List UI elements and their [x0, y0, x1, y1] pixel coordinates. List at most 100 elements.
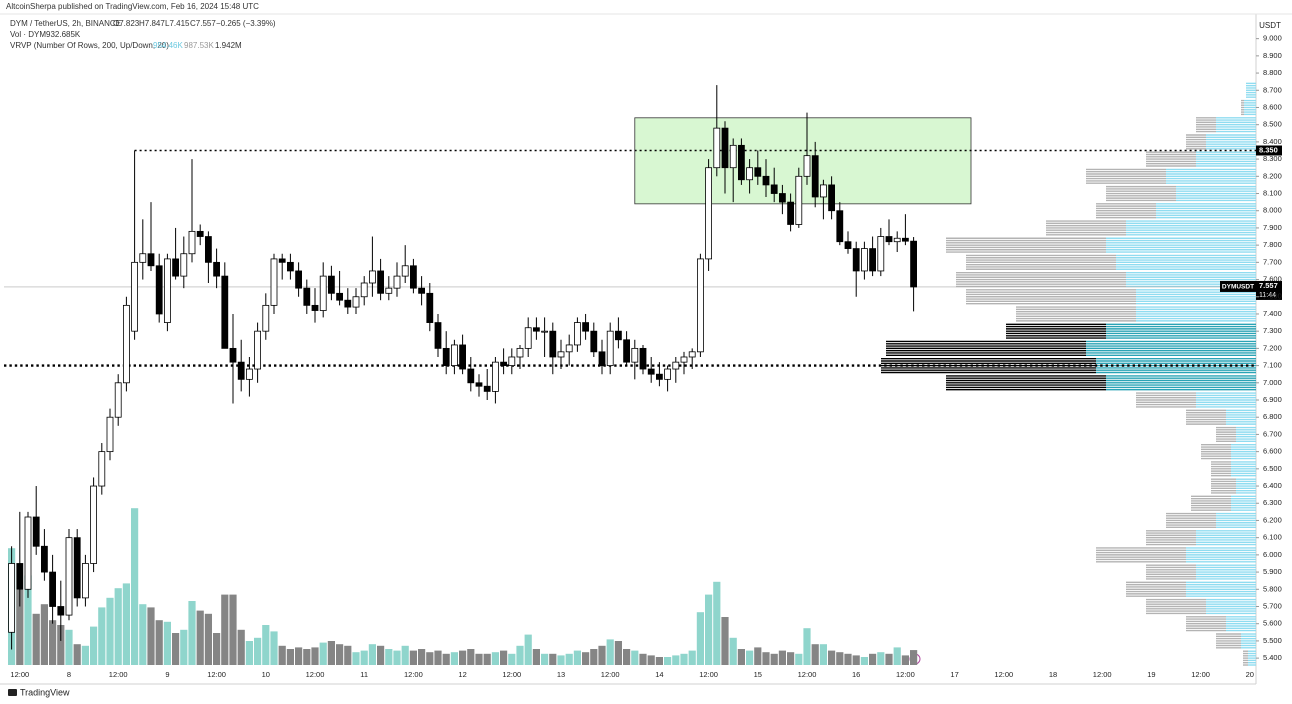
- volume-bar: [106, 597, 114, 665]
- volume-bar: [778, 650, 786, 665]
- y-tick-label: 6.700: [1263, 429, 1282, 438]
- y-tick-label: 8.100: [1263, 189, 1282, 198]
- x-tick-label: 12:00: [1093, 670, 1112, 679]
- volume-bar: [434, 650, 442, 665]
- candle-body: [270, 258, 278, 306]
- candle-body: [828, 184, 835, 212]
- candle-body: [852, 248, 860, 272]
- volume-bar: [122, 583, 130, 665]
- y-tick-label: 6.500: [1263, 464, 1282, 473]
- candle-body: [590, 330, 598, 353]
- x-tick-label: 12:00: [1191, 670, 1210, 679]
- volume-bar: [901, 655, 909, 665]
- candle-body: [738, 144, 745, 181]
- volume-bar: [213, 633, 221, 665]
- volume-bar: [327, 641, 335, 665]
- x-tick-label: 12:00: [502, 670, 521, 679]
- volume-bar: [442, 653, 450, 665]
- candle-body: [836, 210, 844, 243]
- y-tick-label: 5.500: [1263, 636, 1282, 645]
- volume-bar: [204, 613, 212, 665]
- legend-low: L7.415: [165, 19, 190, 28]
- volume-bar: [869, 653, 877, 665]
- logo-icon: [8, 689, 17, 696]
- volume-bar: [73, 644, 81, 665]
- candle-body: [254, 330, 262, 370]
- volume-bar: [229, 594, 237, 665]
- volume-bar: [844, 653, 852, 665]
- candle-body: [688, 351, 696, 358]
- volume-bar: [426, 652, 434, 665]
- volume-bar: [573, 650, 581, 665]
- x-tick-label: 18: [1049, 670, 1057, 679]
- x-tick-label: 10: [262, 670, 270, 679]
- candle-body: [697, 258, 704, 353]
- volume-bar: [549, 653, 557, 665]
- candle-body: [434, 322, 442, 349]
- volume-legend-value: 932.685K: [46, 30, 81, 39]
- volume-bar: [377, 645, 385, 665]
- candle-body: [475, 382, 483, 387]
- candle-body: [877, 236, 885, 272]
- volume-bar: [688, 650, 696, 665]
- x-tick-label: 12:00: [798, 670, 817, 679]
- legend-symbol: DYM / TetherUS, 2h, BINANCE: [10, 19, 121, 28]
- volume-bar: [598, 645, 606, 665]
- candle-body: [213, 261, 221, 277]
- candle-body: [549, 330, 557, 358]
- volume-bar: [32, 613, 40, 665]
- volume-bar: [680, 653, 688, 665]
- level-tag: [1256, 145, 1282, 156]
- candle-body: [582, 322, 589, 332]
- candle-body: [368, 270, 376, 284]
- candle-body: [262, 304, 270, 332]
- candle-body: [65, 537, 73, 616]
- candle-body: [188, 230, 196, 255]
- legend: DYM / TetherUS, 2h, BINANCE O7.823 H7.84…: [10, 19, 276, 50]
- candle-body: [721, 127, 729, 169]
- candle-body: [500, 361, 508, 366]
- candle-body: [598, 351, 606, 366]
- volume-bar: [57, 625, 65, 665]
- y-tick-label: 7.200: [1263, 343, 1282, 352]
- candle-body: [155, 265, 163, 315]
- volume-bar: [746, 650, 754, 665]
- volume-bar: [541, 653, 549, 665]
- candle-body: [163, 258, 171, 323]
- candle-body: [32, 516, 40, 547]
- volume-bar: [557, 655, 565, 665]
- volume-legend: Vol · DYM: [10, 30, 46, 39]
- volume-bar: [770, 653, 778, 665]
- candle-body: [844, 241, 852, 249]
- publisher: AltcoinSherpa published on TradingView.c…: [6, 2, 259, 11]
- candle-body: [442, 347, 450, 366]
- volume-bar: [819, 644, 827, 665]
- volume-bar: [893, 647, 901, 665]
- candle-body: [57, 606, 65, 616]
- volume-bar: [590, 649, 598, 665]
- legend-close: C7.557: [190, 19, 216, 28]
- x-tick-label: 13: [557, 670, 565, 679]
- y-tick-label: 7.700: [1263, 257, 1282, 266]
- candle-body: [770, 184, 778, 194]
- candle-body: [795, 175, 803, 225]
- volume-bar: [500, 650, 508, 665]
- drawings: [634, 117, 972, 205]
- candle-body: [49, 571, 56, 607]
- volume-bar: [270, 631, 278, 665]
- volume-bar: [418, 649, 426, 665]
- candle-body: [450, 344, 458, 366]
- countdown: 11:44: [1259, 292, 1276, 299]
- x-tick-label: 12:00: [994, 670, 1013, 679]
- candle-body: [73, 537, 81, 599]
- volume-bar: [655, 657, 663, 665]
- candle-body: [656, 373, 663, 380]
- y-tick-label: 8.900: [1263, 51, 1282, 60]
- candle-body: [98, 451, 106, 487]
- volume-bar: [16, 589, 24, 665]
- candle-body: [295, 270, 303, 289]
- volume-bar: [393, 650, 401, 665]
- volume-bar: [811, 644, 819, 665]
- x-tick-label: 14: [655, 670, 663, 679]
